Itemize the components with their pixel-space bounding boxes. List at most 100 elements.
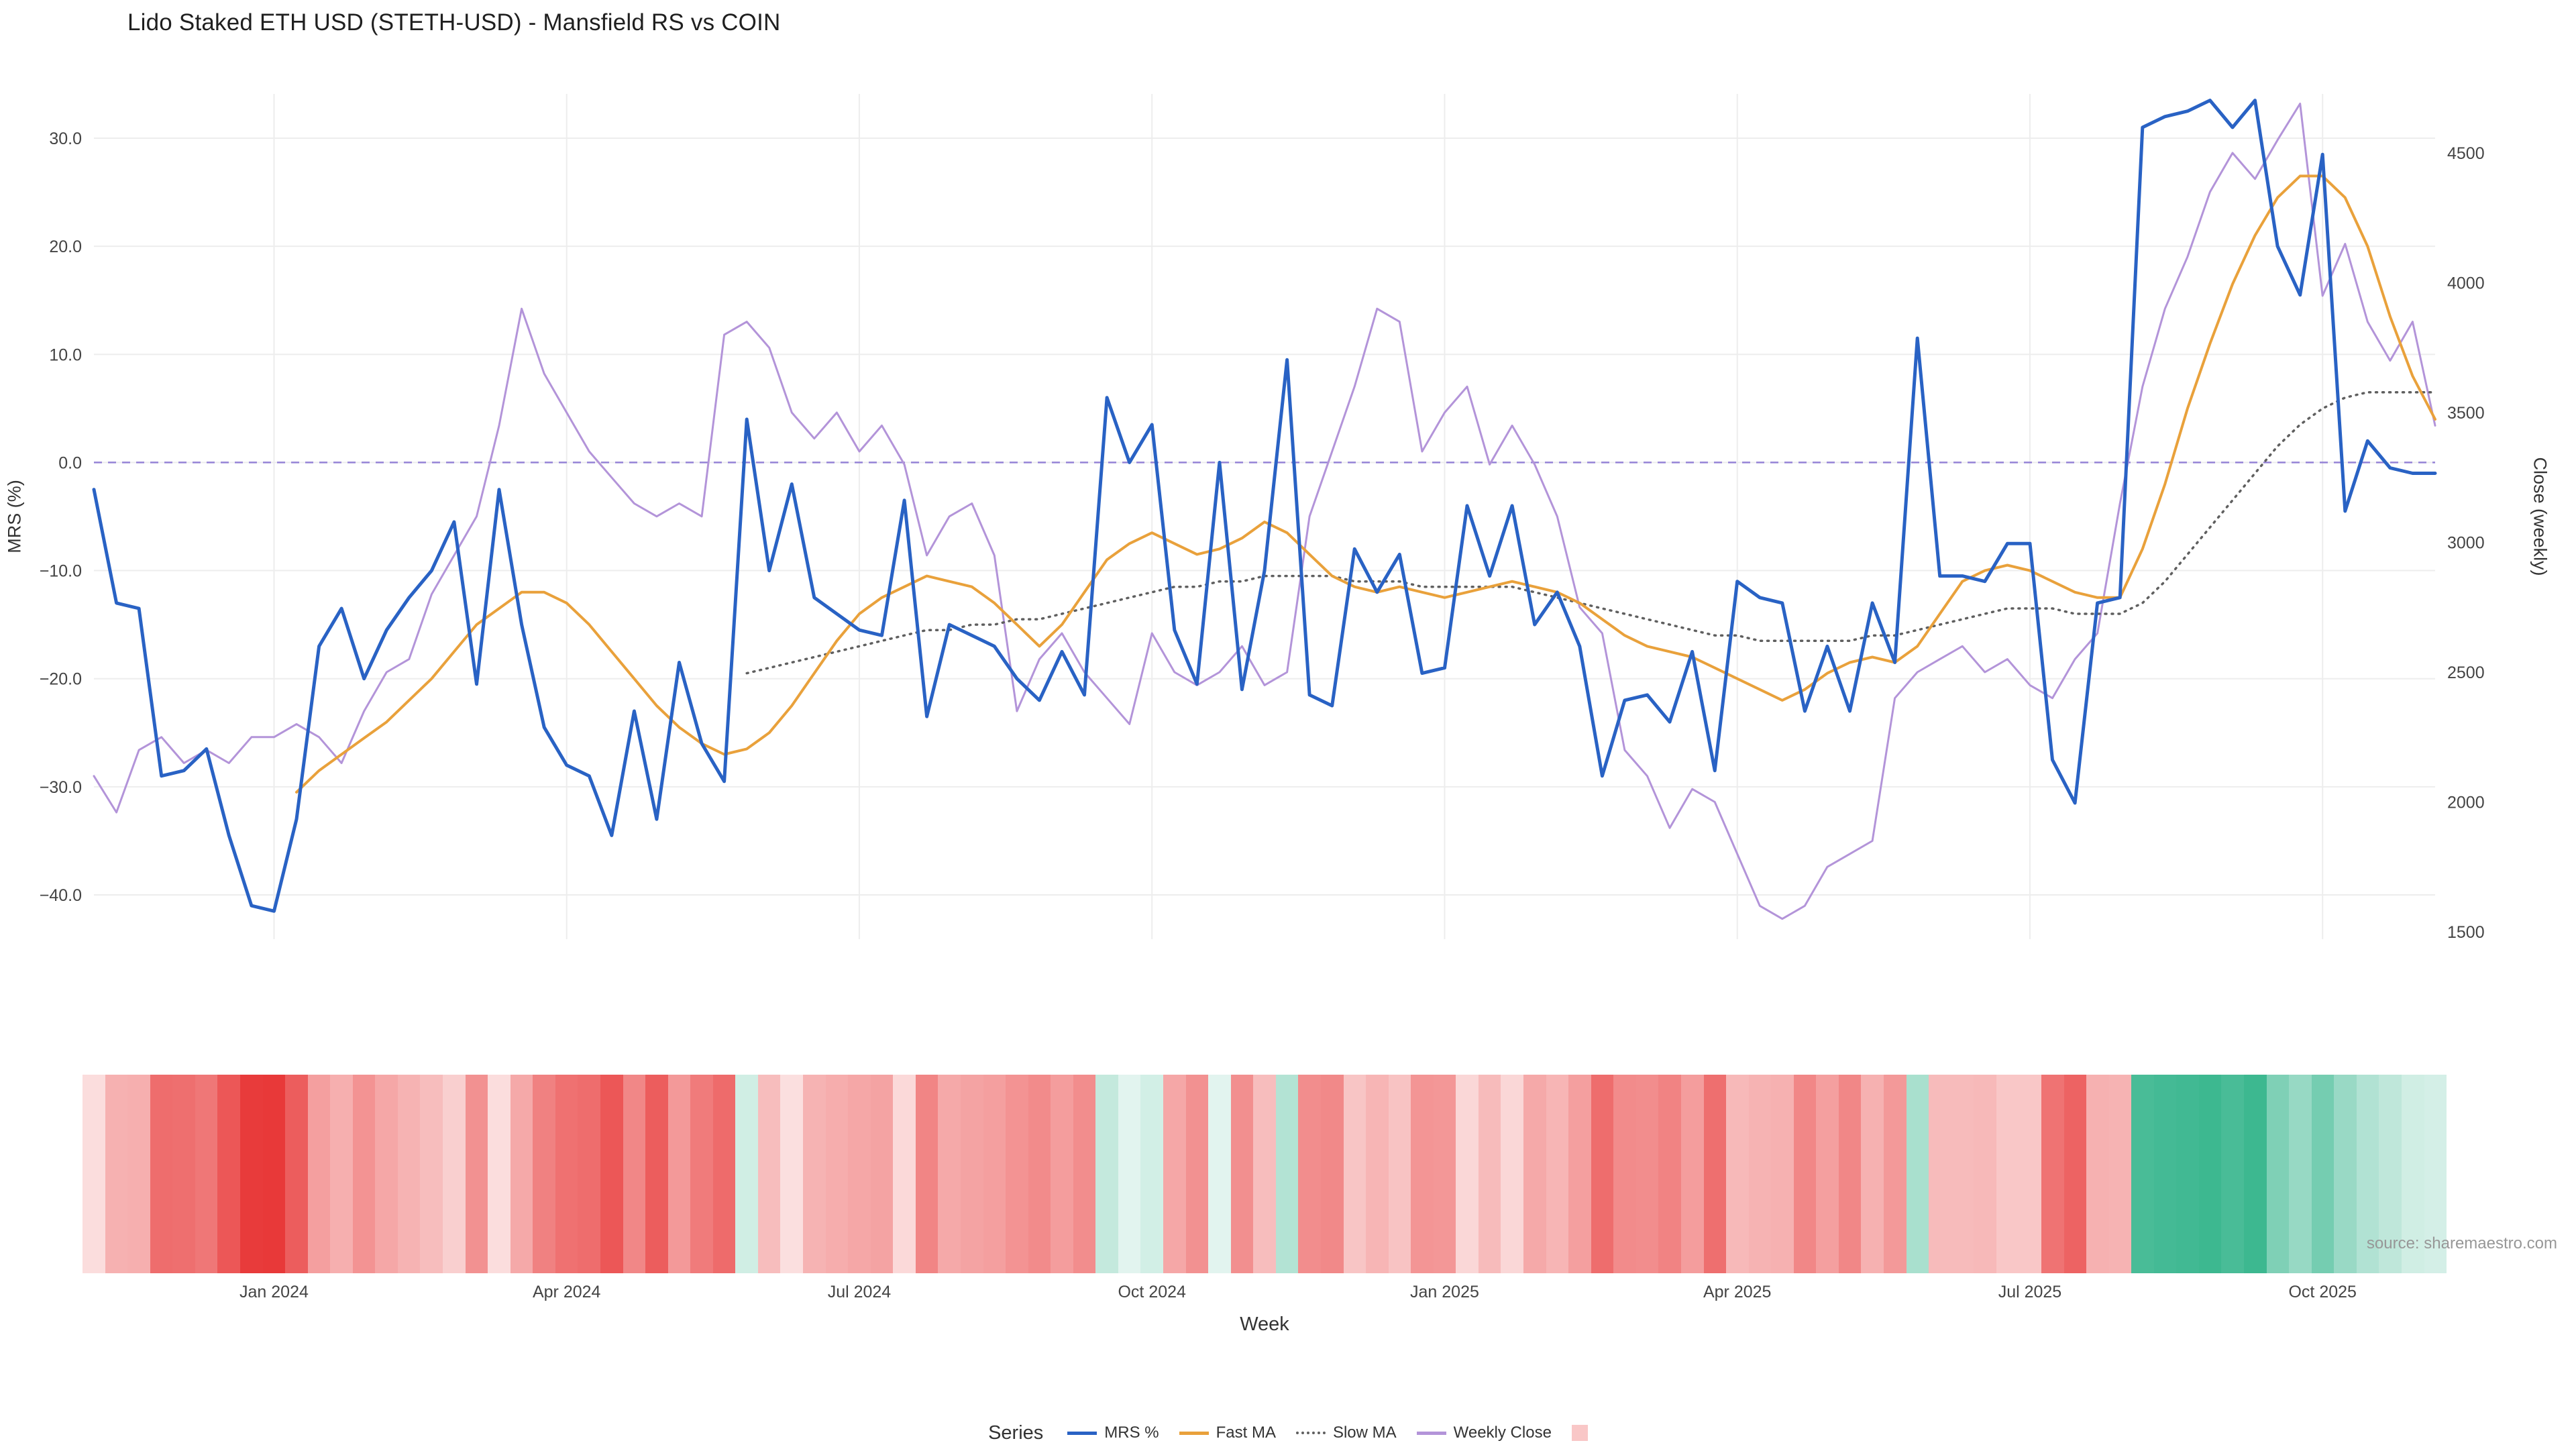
heatmap-cell: [1951, 1075, 1974, 1273]
heatmap-cell: [1816, 1075, 1839, 1273]
heatmap-cell: [2379, 1075, 2402, 1273]
heatmap-cell: [2266, 1075, 2290, 1273]
heatmap-cell: [195, 1075, 218, 1273]
heatmap-cell: [735, 1075, 758, 1273]
heatmap-cell: [938, 1075, 961, 1273]
heatmap-cell: [690, 1075, 713, 1273]
heatmap-cell: [915, 1075, 938, 1273]
x-axis-tick-label: Jan 2025: [1410, 1283, 1479, 1301]
heatmap-cell: [1523, 1075, 1546, 1273]
heatmap-cell: [1028, 1075, 1051, 1273]
heatmap-cell: [307, 1075, 331, 1273]
heatmap-cell: [1140, 1075, 1163, 1273]
x-axis-tick-label: Oct 2025: [2288, 1283, 2356, 1301]
heatmap-cell: [1253, 1075, 1276, 1273]
right-axis-tick-label: 3000: [2447, 534, 2485, 553]
heatmap-cell: [1298, 1075, 1321, 1273]
heatmap-cell: [172, 1075, 195, 1273]
heatmap-cell: [330, 1075, 353, 1273]
heatmap-cell: [239, 1075, 263, 1273]
heatmap-cell: [1546, 1075, 1569, 1273]
heatmap-cell: [420, 1075, 443, 1273]
heatmap-cell: [848, 1075, 871, 1273]
heatmap-cell: [1478, 1075, 1501, 1273]
page-title: Lido Staked ETH USD (STETH-USD) - Mansfi…: [127, 9, 781, 36]
series-line-slow-ma: [745, 390, 2436, 675]
right-axis-tick-label: 4000: [2447, 274, 2485, 293]
right-axis-tick-label: 2000: [2447, 794, 2485, 812]
heatmap-cell: [1974, 1075, 1996, 1273]
legend-swatch-heatmap: [1571, 1425, 1588, 1441]
left-axis-title: MRS (%): [4, 480, 25, 553]
left-axis-tick-label: −40.0: [40, 886, 82, 905]
heatmap-cell: [1748, 1075, 1772, 1273]
heatmap-cell: [1388, 1075, 1411, 1273]
heatmap-cell: [1051, 1075, 1073, 1273]
heatmap-cell: [2041, 1075, 2064, 1273]
heatmap-cell: [960, 1075, 983, 1273]
heatmap-cell: [1073, 1075, 1096, 1273]
legend-item-mrs: MRS %: [1067, 1424, 1159, 1442]
heatmap-cell: [2086, 1075, 2109, 1273]
heatmap-cell: [1771, 1075, 1794, 1273]
x-axis-tick-label: Jan 2024: [239, 1283, 309, 1301]
heatmap-cell: [667, 1075, 691, 1273]
legend-label-mrs: MRS %: [1104, 1424, 1159, 1442]
series-line-weekly-close: [93, 103, 2436, 920]
heatmap-cell: [1861, 1075, 1884, 1273]
heatmap-cell: [2108, 1075, 2132, 1273]
heatmap-cell: [1185, 1075, 1209, 1273]
heatmap-cell: [2019, 1075, 2041, 1273]
legend-label-weekly-close: Weekly Close: [1453, 1424, 1552, 1442]
heatmap-cell: [1680, 1075, 1704, 1273]
legend-item-weekly-close: Weekly Close: [1416, 1424, 1552, 1442]
legend-swatch-weekly-close: [1416, 1431, 1446, 1435]
heatmap-cell: [1095, 1075, 1118, 1273]
heatmap-cell: [465, 1075, 488, 1273]
x-axis-tick-label: Apr 2024: [533, 1283, 601, 1301]
legend-item-fast-ma: Fast MA: [1179, 1424, 1276, 1442]
heatmap-cell: [2424, 1075, 2447, 1273]
heatmap-cell: [1703, 1075, 1727, 1273]
heatmap-cell: [533, 1075, 555, 1273]
heatmap-cell: [712, 1075, 736, 1273]
x-axis-tick-label: Jul 2025: [1998, 1283, 2062, 1301]
heatmap-cell: [1568, 1075, 1591, 1273]
heatmap-cell: [2244, 1075, 2267, 1273]
heatmap-cell: [1343, 1075, 1366, 1273]
left-axis-tick-label: 10.0: [49, 345, 82, 364]
heatmap-cell: [893, 1075, 916, 1273]
heatmap-cell: [443, 1075, 466, 1273]
legend-item-slow-ma: Slow MA: [1295, 1424, 1397, 1442]
right-axis-tick-label: 1500: [2447, 923, 2485, 942]
right-axis-tick-label: 3500: [2447, 404, 2485, 423]
heatmap-cell: [1230, 1075, 1254, 1273]
x-axis-tick-label: Apr 2025: [1703, 1283, 1771, 1301]
heatmap-cell: [352, 1075, 376, 1273]
legend-label-fast-ma: Fast MA: [1216, 1424, 1276, 1442]
heatmap-cell: [397, 1075, 421, 1273]
heatmap-cell: [1635, 1075, 1659, 1273]
heatmap-cell: [1501, 1075, 1523, 1273]
heatmap-cell: [262, 1075, 286, 1273]
heatmap-cell: [2176, 1075, 2199, 1273]
heatmap-cell: [2289, 1075, 2312, 1273]
heatmap-cell: [825, 1075, 849, 1273]
heatmap-cell: [645, 1075, 668, 1273]
x-axis-tick-label: Oct 2024: [1118, 1283, 1186, 1301]
legend-item-heatmap: [1571, 1425, 1588, 1441]
heatmap-cell: [1275, 1075, 1299, 1273]
heatmap-cell: [1793, 1075, 1817, 1273]
heatmap-cell: [1613, 1075, 1636, 1273]
heatmap-cell: [1208, 1075, 1231, 1273]
heatmap-cell: [285, 1075, 308, 1273]
heatmap-cell: [1884, 1075, 1907, 1273]
heatmap-cell: [1456, 1075, 1479, 1273]
heatmap-cell: [1163, 1075, 1186, 1273]
heatmap-cell: [1929, 1075, 1951, 1273]
heatmap-strip: [83, 1075, 2447, 1273]
legend-swatch-slow-ma: [1295, 1432, 1326, 1434]
heatmap-cell: [2311, 1075, 2334, 1273]
left-axis-tick-label: −30.0: [40, 778, 82, 797]
